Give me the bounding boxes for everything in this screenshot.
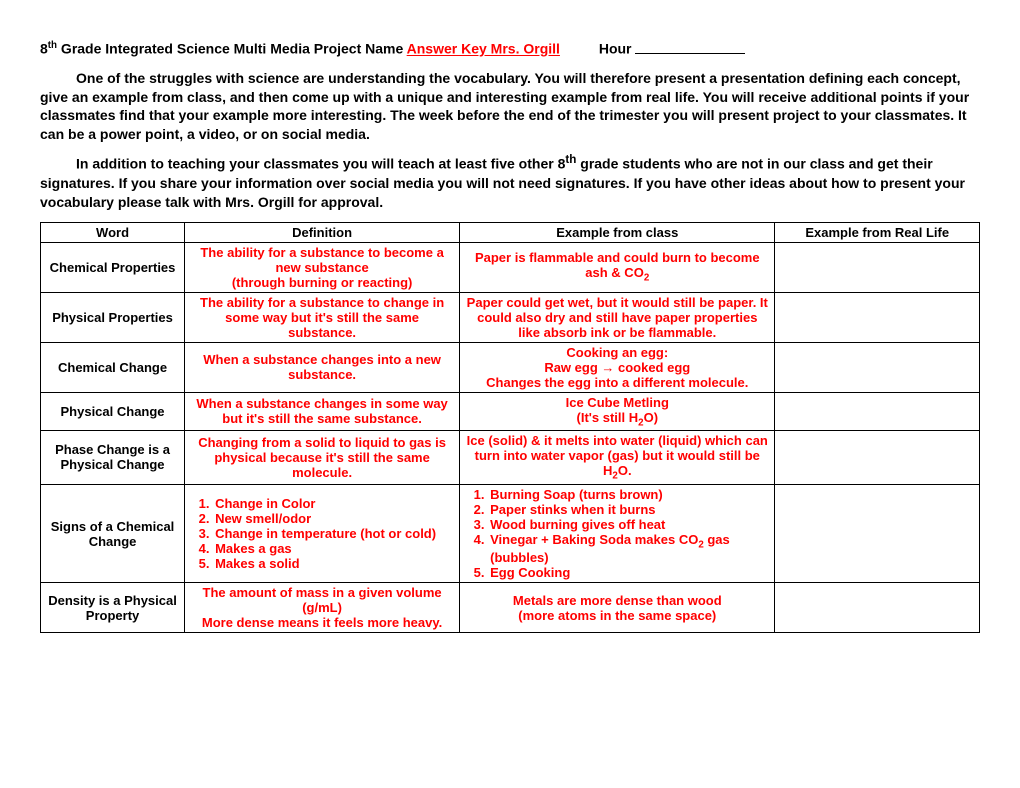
- table-row: Phase Change is a Physical ChangeChangin…: [41, 431, 980, 485]
- table-header-row: Word Definition Example from class Examp…: [41, 222, 980, 242]
- definition-cell: When a substance changes into a new subs…: [185, 342, 460, 392]
- hour-blank: [635, 53, 745, 54]
- answer-key-name: Answer Key Mrs. Orgill: [407, 41, 560, 57]
- definition-cell: The ability for a substance to become a …: [185, 242, 460, 292]
- example-life-cell: [775, 392, 980, 431]
- word-cell: Chemical Properties: [41, 242, 185, 292]
- definition-cell: When a substance changes in some way but…: [185, 392, 460, 431]
- example-life-cell: [775, 484, 980, 583]
- word-cell: Signs of a Chemical Change: [41, 484, 185, 583]
- instructions-text-1: One of the struggles with science are un…: [40, 70, 969, 143]
- hour-label: Hour: [599, 41, 632, 57]
- project-title: Grade Integrated Science Multi Media Pro…: [57, 41, 407, 57]
- grade-number: 8: [40, 41, 48, 57]
- example-class-cell: Ice (solid) & it melts into water (liqui…: [460, 431, 775, 485]
- instructions-sup: th: [565, 153, 576, 166]
- instructions-paragraph-2: In addition to teaching your classmates …: [40, 152, 980, 211]
- example-life-cell: [775, 342, 980, 392]
- col-example-class: Example from class: [460, 222, 775, 242]
- word-cell: Chemical Change: [41, 342, 185, 392]
- example-class-cell: Paper is flammable and could burn to bec…: [460, 242, 775, 292]
- definition-cell: The ability for a substance to change in…: [185, 292, 460, 342]
- example-life-cell: [775, 583, 980, 633]
- word-cell: Phase Change is a Physical Change: [41, 431, 185, 485]
- example-class-cell: Ice Cube Metling(It's still H2O): [460, 392, 775, 431]
- definition-cell: Change in ColorNew smell/odorChange in t…: [185, 484, 460, 583]
- example-life-cell: [775, 242, 980, 292]
- word-cell: Physical Properties: [41, 292, 185, 342]
- table-row: Density is a Physical PropertyThe amount…: [41, 583, 980, 633]
- page-header: 8th Grade Integrated Science Multi Media…: [40, 40, 980, 57]
- example-life-cell: [775, 292, 980, 342]
- col-example-life: Example from Real Life: [775, 222, 980, 242]
- example-class-cell: Cooking an egg:Raw egg → cooked eggChang…: [460, 342, 775, 392]
- example-class-cell: Metals are more dense than wood(more ato…: [460, 583, 775, 633]
- example-class-cell: Paper could get wet, but it would still …: [460, 292, 775, 342]
- table-row: Chemical PropertiesThe ability for a sub…: [41, 242, 980, 292]
- definition-cell: The amount of mass in a given volume (g/…: [185, 583, 460, 633]
- word-cell: Physical Change: [41, 392, 185, 431]
- grade-suffix: th: [48, 40, 57, 51]
- example-class-cell: Burning Soap (turns brown)Paper stinks w…: [460, 484, 775, 583]
- example-life-cell: [775, 431, 980, 485]
- col-word: Word: [41, 222, 185, 242]
- definition-cell: Changing from a solid to liquid to gas i…: [185, 431, 460, 485]
- table-row: Physical ChangeWhen a substance changes …: [41, 392, 980, 431]
- vocabulary-table: Word Definition Example from class Examp…: [40, 222, 980, 634]
- table-row: Signs of a Chemical ChangeChange in Colo…: [41, 484, 980, 583]
- word-cell: Density is a Physical Property: [41, 583, 185, 633]
- instructions-paragraph-1: One of the struggles with science are un…: [40, 69, 980, 145]
- table-row: Physical PropertiesThe ability for a sub…: [41, 292, 980, 342]
- table-row: Chemical ChangeWhen a substance changes …: [41, 342, 980, 392]
- col-definition: Definition: [185, 222, 460, 242]
- instructions-text-2a: In addition to teaching your classmates …: [76, 156, 565, 172]
